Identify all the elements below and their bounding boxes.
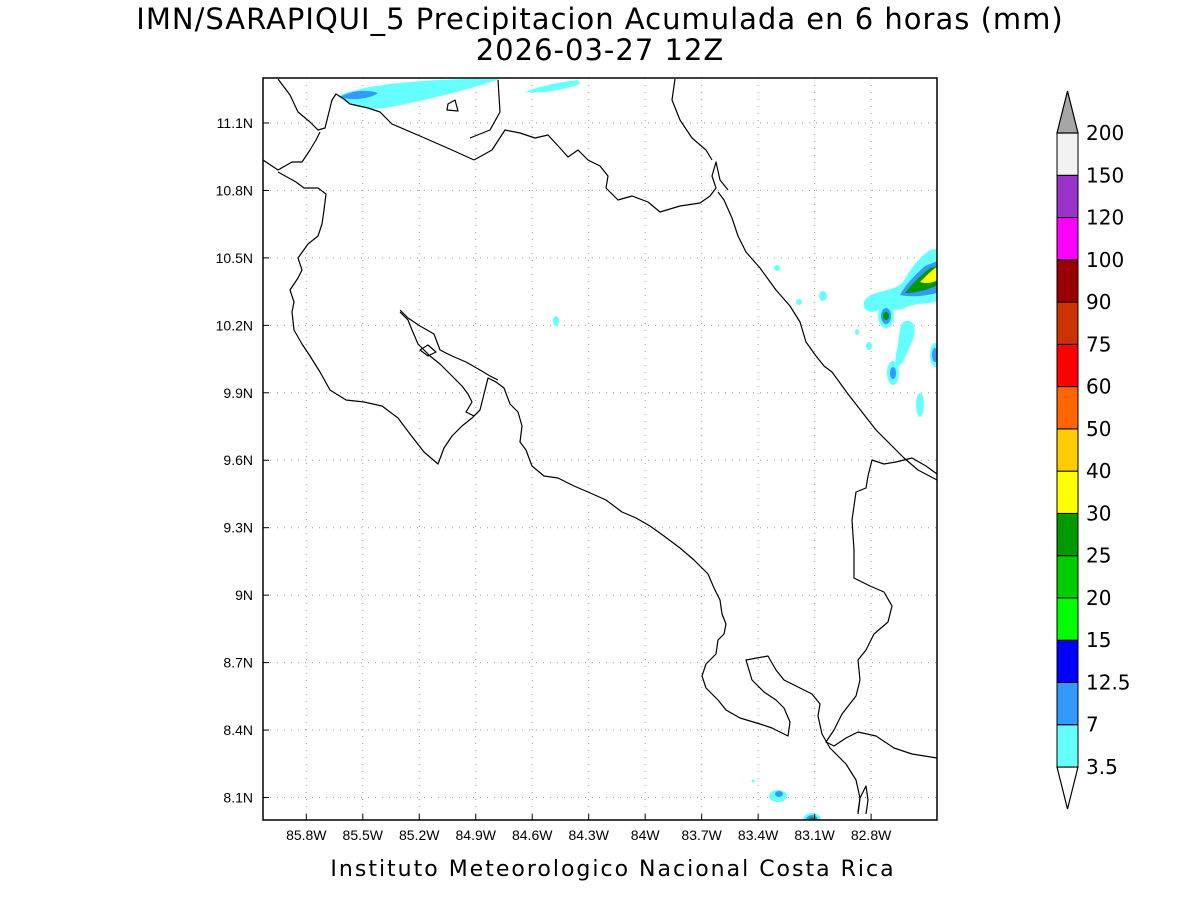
burica-peninsula	[857, 785, 869, 815]
colorbar-swatch	[1056, 174, 1079, 219]
colorbar-label: 200	[1086, 121, 1124, 145]
colorbar-swatch	[1056, 724, 1079, 768]
lat-tick-label: 9N	[235, 587, 253, 603]
lon-tick-label: 82.8W	[851, 827, 892, 843]
colorbar-swatch	[1056, 555, 1079, 599]
precip-area-east-peak	[920, 266, 937, 284]
lat-tick-label: 9.3N	[223, 520, 253, 536]
lat-tick-label: 10.8N	[216, 182, 253, 198]
lon-tick-label: 83.1W	[794, 827, 835, 843]
lake-shoreline-east	[446, 99, 459, 112]
lat-tick-label: 8.7N	[223, 655, 253, 671]
lat-tick-label: 10.2N	[216, 317, 253, 333]
precip-area-north-east	[525, 80, 580, 93]
longitude-ticks: 85.8W 85.5W 85.2W 84.9W 84.6W 84.3W 84W 83.7W 83…	[286, 814, 892, 843]
lon-tick-label: 83.4W	[738, 827, 779, 843]
lat-tick-label: 10.5N	[216, 250, 253, 266]
map-date: 2026-03-27 12Z	[476, 33, 725, 67]
precip-area-east-core-green	[905, 266, 937, 293]
precip-cell-east-3-core	[932, 348, 937, 362]
border-panama	[825, 457, 937, 759]
lon-tick-label: 85.8W	[286, 827, 327, 843]
colorbar-label: 30	[1086, 501, 1111, 525]
lon-tick-label: 85.5W	[343, 827, 384, 843]
colorbar-label: 150	[1086, 163, 1124, 187]
lake-shoreline-ne	[469, 79, 501, 139]
precip-cell-east-2-core	[890, 367, 896, 379]
colorbar-label: 90	[1086, 290, 1111, 314]
colorbar-swatch	[1056, 681, 1079, 726]
colorbar-label: 15	[1086, 628, 1111, 652]
precip-cell-south-1-core	[775, 791, 783, 797]
colorbar-label: 7	[1086, 713, 1099, 737]
gulf-of-nicoya	[399, 309, 499, 417]
colorbar-over-arrow	[1056, 90, 1079, 134]
coastlines	[263, 78, 937, 815]
lon-tick-label: 84.9W	[456, 827, 497, 843]
caribbean-coast-nicaragua	[671, 78, 713, 161]
lat-tick-label: 8.4N	[223, 722, 253, 738]
map-title: IMN/SARAPIQUI_5 Precipitacion Acumulada …	[136, 2, 1063, 36]
colorbar-label: 75	[1086, 332, 1111, 356]
colorbar-swatch	[1056, 132, 1079, 176]
plot-frame	[262, 77, 938, 821]
colorbar-swatch	[1056, 343, 1079, 388]
plot-area: 85.8W 85.5W 85.2W 84.9W 84.6W 84.3W 84W 83.7W 83…	[216, 77, 938, 843]
pacific-coast-central	[479, 377, 861, 815]
precip-cell-east-1-core	[883, 312, 889, 320]
grid-lines	[263, 78, 937, 820]
institution-credit: Instituto Meteorologico Nacional Costa R…	[330, 857, 895, 882]
colorbar-swatch	[1056, 597, 1079, 641]
colorbar-swatch	[1056, 512, 1079, 557]
color-bar-legend: 3.5 7 12.5 15 20 25 30 40 50 60 75 90 100 120 150 200	[1056, 90, 1131, 810]
colorbar-under-arrow	[1056, 766, 1079, 810]
colorbar-swatch	[1056, 428, 1079, 472]
lon-tick-label: 84.6W	[512, 827, 553, 843]
precip-band-east-1	[895, 320, 915, 367]
precipitation-fields	[338, 79, 937, 820]
colorbar-label: 50	[1086, 417, 1111, 441]
lon-tick-label: 83.7W	[681, 827, 722, 843]
precip-area-east	[863, 248, 937, 312]
precip-spot-3	[819, 291, 827, 301]
colorbar-swatch	[1056, 470, 1079, 514]
colorbar-label: 100	[1086, 248, 1124, 272]
lon-tick-label: 84.3W	[568, 827, 609, 843]
colorbar-swatch	[1056, 259, 1079, 303]
lat-tick-label: 11.1N	[217, 115, 253, 131]
colorbar-label: 25	[1086, 544, 1111, 568]
lat-tick-label: 8.1N	[223, 790, 253, 806]
pacific-coast-north	[263, 131, 481, 465]
plot-background	[263, 78, 937, 820]
precip-spot-4	[855, 329, 859, 335]
lat-tick-label: 9.6N	[223, 452, 253, 468]
colorbar-label: 120	[1086, 206, 1124, 230]
precip-area-north-core	[340, 90, 378, 100]
lat-tick-label: 9.9N	[223, 385, 253, 401]
colorbar-label: 20	[1086, 586, 1111, 610]
latitude-ticks: 11.1N 10.8N 10.5N 10.2N 9.9N 9.6N 9.3N 9N 8.7N 8.…	[216, 115, 269, 806]
caribbean-coast	[717, 191, 937, 481]
precip-spot-central	[553, 316, 559, 326]
lake-shoreline	[277, 78, 475, 161]
colorbar-swatch	[1056, 217, 1079, 261]
border-nicaragua	[473, 129, 729, 213]
lon-tick-label: 85.2W	[399, 827, 440, 843]
colorbar-swatch	[1056, 301, 1079, 345]
colorbar-label: 40	[1086, 459, 1111, 483]
colorbar-swatch	[1056, 386, 1079, 430]
precip-area-north	[338, 79, 500, 109]
colorbar-label: 60	[1086, 375, 1111, 399]
precip-spot-1	[774, 265, 780, 271]
precip-spot-5	[866, 342, 872, 350]
colorbar-swatch	[1056, 639, 1079, 683]
precip-spot-2	[796, 299, 802, 305]
precip-cell-east-4	[916, 393, 924, 417]
lon-tick-label: 84W	[631, 827, 661, 843]
precip-spot-6	[751, 779, 755, 783]
colorbar-label: 12.5	[1086, 670, 1131, 694]
colorbar-label: 3.5	[1086, 755, 1118, 779]
